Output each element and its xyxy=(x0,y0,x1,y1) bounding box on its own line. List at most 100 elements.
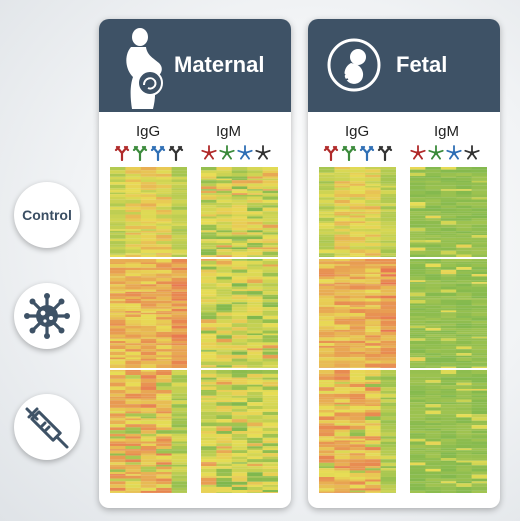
heatmap-cell xyxy=(440,462,457,466)
heatmap-cell xyxy=(247,354,263,359)
heatmap-cell xyxy=(410,423,426,426)
heatmap-cell xyxy=(425,274,442,277)
heatmap-cell xyxy=(231,189,248,191)
maternal-igm-subclass-icons xyxy=(201,145,271,161)
heatmap-cell xyxy=(201,240,217,243)
heatmap-cell xyxy=(125,225,142,230)
heatmap-cell xyxy=(334,441,351,445)
heatmap-cell xyxy=(410,227,426,232)
heatmap-cell xyxy=(171,331,187,335)
heatmap-cell xyxy=(140,382,157,387)
heatmap-cell xyxy=(171,371,187,376)
heatmap-cell xyxy=(247,216,263,219)
heatmap-cell xyxy=(247,249,263,252)
heatmap-cell xyxy=(410,404,426,408)
heatmap-cell xyxy=(349,343,366,346)
heatmap-cell xyxy=(440,240,457,243)
heatmap-maternal-igg xyxy=(110,167,187,493)
heatmap-cell xyxy=(247,194,263,197)
heatmap-cell xyxy=(125,196,142,200)
heatmap-cell xyxy=(440,336,457,339)
heatmap-cell xyxy=(349,440,366,442)
heatmap-cell xyxy=(365,331,381,336)
heatmap-cell xyxy=(440,328,457,331)
heatmap-cell xyxy=(456,247,472,251)
heatmap-cell xyxy=(471,490,487,493)
heatmap-cell xyxy=(425,189,442,191)
heatmap-cell xyxy=(125,273,142,277)
heatmap-cell xyxy=(471,190,487,195)
heatmap-cell xyxy=(349,340,366,344)
heatmap-cell xyxy=(365,246,381,250)
heatmap-cell xyxy=(140,404,157,408)
heatmap-cell xyxy=(471,312,487,317)
heatmap-cell xyxy=(349,376,366,380)
heatmap-cell xyxy=(456,399,472,403)
heatmap-cell xyxy=(471,349,487,354)
heatmap-cell xyxy=(140,325,157,329)
igg-antibody-green-icon xyxy=(132,145,148,161)
heatmap-cell xyxy=(334,412,351,417)
heatmap-cell xyxy=(365,345,381,348)
heatmap-cell xyxy=(216,167,233,171)
heatmap-cell xyxy=(262,358,278,362)
heatmap-cell xyxy=(247,333,263,336)
heatmap-cell xyxy=(140,331,157,335)
heatmap-cell xyxy=(262,397,278,401)
heatmap-cell xyxy=(410,390,426,394)
heatmap-cell xyxy=(201,468,217,473)
heatmap-cell xyxy=(171,308,187,312)
heatmap-cell xyxy=(231,446,248,449)
heatmap-cell xyxy=(319,234,335,237)
heatmap-cell xyxy=(171,179,187,183)
heatmap-cell xyxy=(349,298,366,302)
heatmap-cell xyxy=(140,241,157,245)
heatmap-cell xyxy=(365,203,381,207)
heatmap-cell xyxy=(201,484,217,487)
heatmap-cell xyxy=(319,337,335,341)
heatmap-cell xyxy=(349,453,366,456)
heatmap-cell xyxy=(231,437,248,441)
heatmap-cell xyxy=(156,182,172,185)
heatmap-cell xyxy=(319,441,335,445)
heatmap-cell xyxy=(110,196,126,200)
heatmap-cell xyxy=(365,450,381,454)
heatmap-cell xyxy=(262,289,278,292)
heatmap-cell xyxy=(231,294,248,297)
heatmap-cell xyxy=(319,476,335,480)
heatmap-cell xyxy=(349,255,366,257)
heatmap-cell xyxy=(319,203,335,207)
heatmap-cell xyxy=(471,298,487,300)
heatmap-cell xyxy=(201,245,217,248)
heatmap-cell xyxy=(380,472,396,477)
heatmap-cell xyxy=(319,231,335,235)
heatmap-cell xyxy=(456,292,472,297)
heatmap-cell xyxy=(216,395,233,398)
heatmap-cell xyxy=(349,265,366,269)
heatmap-cell xyxy=(456,325,472,329)
heatmap-cell xyxy=(156,441,172,444)
heatmap-cell xyxy=(334,249,351,254)
heatmap-cell xyxy=(471,199,487,203)
heatmap-cell xyxy=(171,209,187,213)
heatmap-cell xyxy=(410,194,426,198)
heatmap-cell xyxy=(349,459,366,463)
heatmap-cell xyxy=(425,414,442,418)
heatmap-cell xyxy=(110,364,126,368)
heatmap-cell xyxy=(125,481,142,485)
heatmap-cell xyxy=(410,385,426,389)
heatmap-cell xyxy=(349,289,366,293)
heatmap-cell xyxy=(140,277,157,282)
heatmap-cell xyxy=(247,476,263,478)
heatmap-cell xyxy=(216,214,233,217)
heatmap-cell xyxy=(365,215,381,218)
heatmap-cell xyxy=(140,209,157,213)
heatmap-cell xyxy=(201,196,217,200)
heatmap-cell xyxy=(319,357,335,361)
heatmap-cell xyxy=(247,189,263,191)
heatmap-cell xyxy=(216,196,233,200)
heatmap-cell xyxy=(156,370,172,372)
heatmap-cell xyxy=(349,187,366,191)
heatmap-cell xyxy=(231,302,248,305)
heatmap-cell xyxy=(216,459,233,463)
